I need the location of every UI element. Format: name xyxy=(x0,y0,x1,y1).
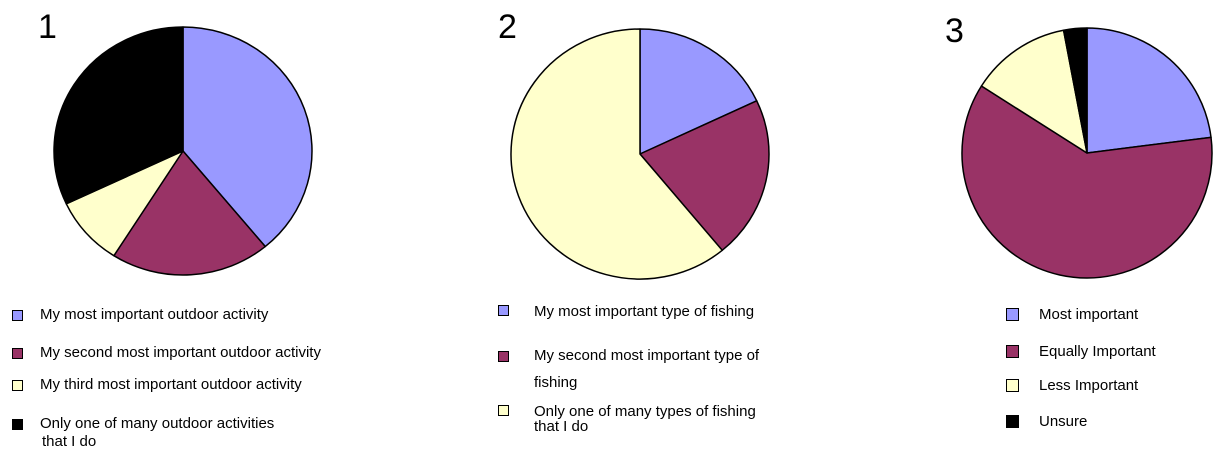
legend-label: Equally Important xyxy=(1039,343,1156,361)
legend-label-line2: that I do xyxy=(42,433,274,451)
legend-swatch xyxy=(498,305,509,316)
legend-swatch xyxy=(1006,308,1019,321)
legend-label: Most important xyxy=(1039,306,1138,324)
legend-swatch xyxy=(12,348,23,359)
pie-chart-3 xyxy=(961,27,1213,279)
pie-chart-1 xyxy=(53,26,313,276)
legend-swatch xyxy=(12,419,23,430)
legend-swatch xyxy=(1006,345,1019,358)
legend-label: Only one of many types of fishing that I… xyxy=(534,404,756,434)
pie-3-slice-1 xyxy=(1087,28,1211,153)
legend-swatch xyxy=(498,351,509,362)
legend-chart-2: My most important type of fishing My sec… xyxy=(498,303,858,453)
legend-label: My third most important outdoor activity xyxy=(40,376,302,394)
legend-label-line1: My second most important type of xyxy=(534,347,759,364)
legend-label-line2: that I do xyxy=(534,419,756,434)
legend-label: Only one of many outdoor activities that… xyxy=(40,415,274,451)
legend-label: Unsure xyxy=(1039,413,1087,431)
legend-label: My second most important type of fishing xyxy=(534,342,759,396)
legend-label: My second most important outdoor activit… xyxy=(40,344,321,362)
legend-label: My most important outdoor activity xyxy=(40,306,268,324)
legend-swatch xyxy=(498,405,509,416)
legend-chart-3: Most important Equally Important Less Im… xyxy=(1006,306,1206,436)
legend-swatch xyxy=(1006,415,1019,428)
pie-chart-2 xyxy=(510,28,770,280)
legend-swatch xyxy=(12,380,23,391)
legend-label: My most important type of fishing xyxy=(534,303,754,321)
legend-label-line2: fishing xyxy=(534,369,759,396)
legend-chart-1: My most important outdoor activity My se… xyxy=(12,306,412,456)
legend-label-line1: Only one of many outdoor activities xyxy=(40,415,274,432)
legend-swatch xyxy=(1006,379,1019,392)
legend-swatch xyxy=(12,310,23,321)
legend-label: Less Important xyxy=(1039,377,1138,395)
